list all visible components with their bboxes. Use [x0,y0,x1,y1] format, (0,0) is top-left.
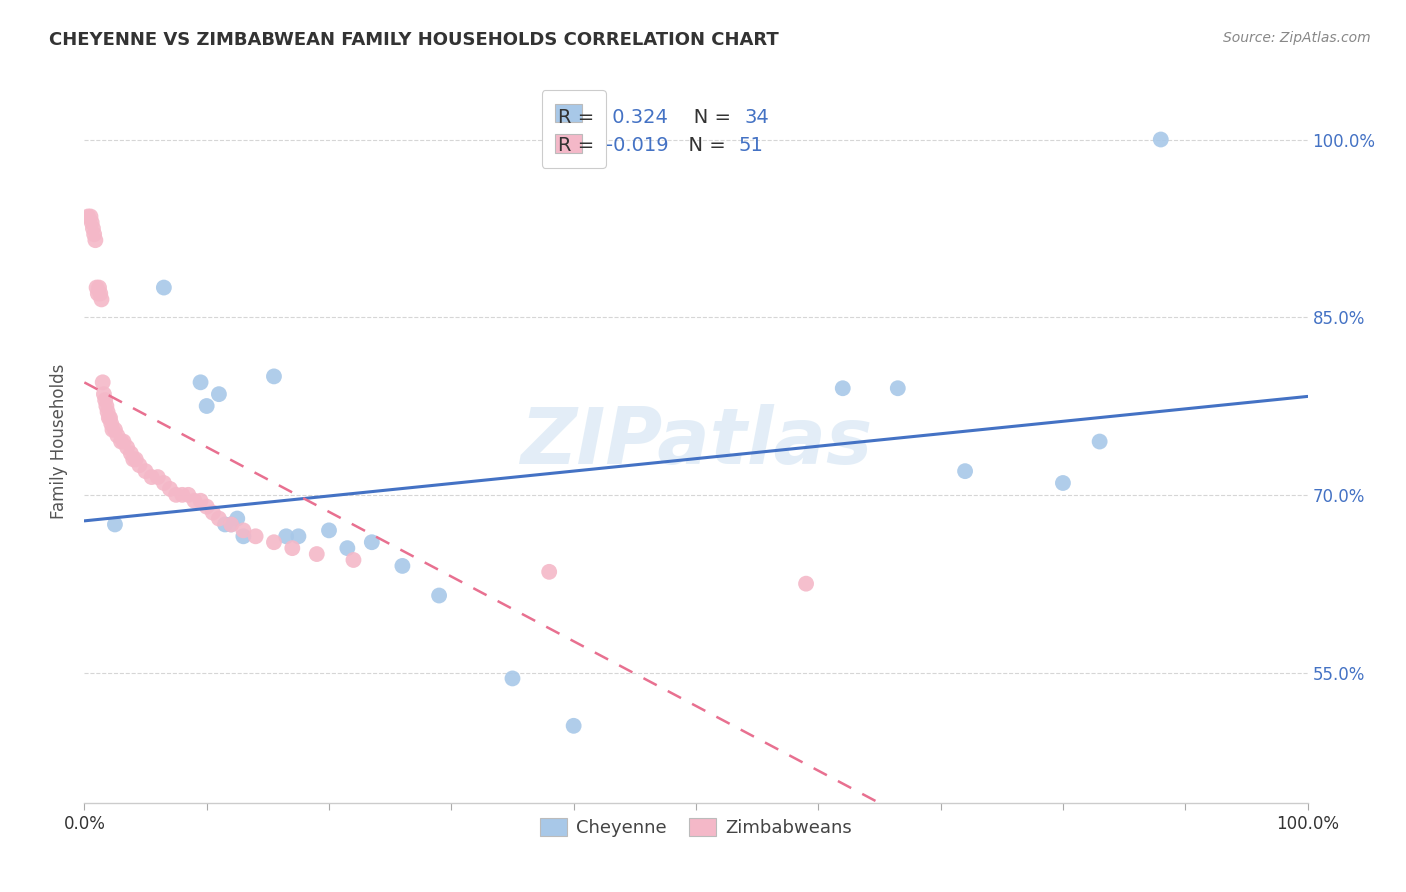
Text: 51: 51 [738,136,763,155]
Text: N =: N = [675,108,737,127]
Point [195,500,218,514]
Point [263,535,285,549]
Text: CHEYENNE VS ZIMBABWEAN FAMILY HOUSEHOLDS CORRELATION CHART: CHEYENNE VS ZIMBABWEAN FAMILY HOUSEHOLDS… [49,31,779,49]
Point [153,475,176,490]
Text: R =: R = [558,108,600,127]
Text: -0.019: -0.019 [606,136,668,155]
Point [336,541,359,556]
Point [342,553,364,567]
Point [112,434,135,449]
Point [214,517,236,532]
Legend: Cheyenne, Zimbabweans: Cheyenne, Zimbabweans [533,811,859,845]
Point [502,672,524,686]
Text: 0.324: 0.324 [606,108,668,127]
Point [101,423,124,437]
Point [1088,434,1111,449]
Point [89,286,111,301]
Point [201,506,224,520]
Text: Source: ZipAtlas.com: Source: ZipAtlas.com [1223,31,1371,45]
Point [208,387,231,401]
Point [195,399,218,413]
Point [887,381,910,395]
Point [80,215,103,229]
Point [97,405,120,419]
Point [219,517,242,532]
Point [190,493,212,508]
Point [953,464,976,478]
Point [232,524,254,538]
Point [90,293,112,307]
Point [165,488,187,502]
Point [318,524,340,538]
Y-axis label: Family Households: Family Households [51,364,69,519]
Point [120,446,142,460]
Point [110,434,132,449]
Point [93,387,115,401]
Point [427,589,450,603]
Point [96,399,118,413]
Point [104,517,127,532]
Point [1052,475,1074,490]
Point [226,511,249,525]
Point [97,410,120,425]
Point [562,719,585,733]
Point [208,511,231,525]
Point [281,541,304,556]
Point [100,417,122,431]
Point [87,280,110,294]
Point [84,233,107,247]
Text: ZIPatlas: ZIPatlas [520,403,872,480]
Point [79,210,101,224]
Point [146,470,169,484]
Point [794,576,817,591]
Point [190,376,212,390]
Point [77,210,100,224]
Point [177,488,200,502]
Point [538,565,561,579]
Point [105,428,128,442]
Point [276,529,298,543]
Point [219,517,242,532]
Point [82,221,104,235]
Text: R =: R = [558,136,600,155]
Point [125,452,148,467]
Point [360,535,382,549]
Point [122,452,145,467]
Point [172,488,194,502]
Point [305,547,328,561]
Point [94,393,117,408]
Point [245,529,267,543]
Point [1150,132,1173,146]
Point [87,286,110,301]
Point [104,423,127,437]
Point [287,529,309,543]
Point [391,558,413,573]
Point [135,464,157,478]
Point [183,493,205,508]
Point [263,369,285,384]
Point [86,280,108,294]
Point [831,381,853,395]
Point [91,376,114,390]
Point [98,410,121,425]
Point [153,280,176,294]
Point [115,441,138,455]
Point [83,227,105,242]
Text: 34: 34 [745,108,769,127]
Point [159,482,181,496]
Point [232,529,254,543]
Text: N =: N = [676,136,731,155]
Point [128,458,150,473]
Point [141,470,163,484]
